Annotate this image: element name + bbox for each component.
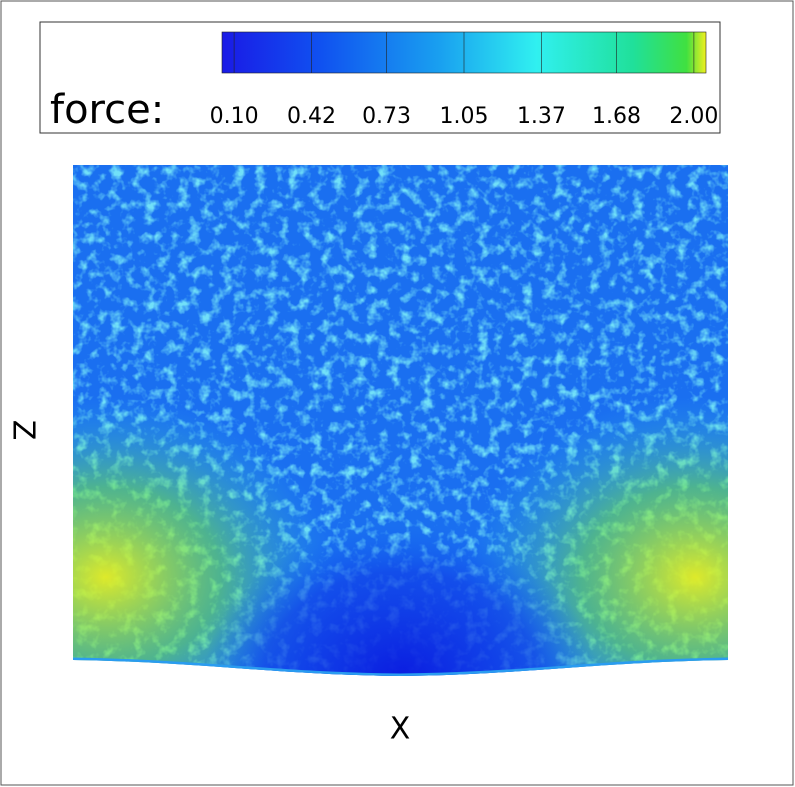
colorbar-tick-label: 1.68 [592, 104, 641, 129]
colorbar-tick-label: 2.00 [669, 104, 718, 129]
colorbar-tick-label: 1.05 [440, 104, 489, 129]
colorbar-tick-label: 0.10 [210, 104, 259, 129]
colorbar-tick-label: 1.37 [517, 104, 566, 129]
colorbar-label: force: [50, 87, 164, 133]
y-axis-label: Z [6, 420, 41, 441]
colorbar-tick-label: 0.42 [287, 104, 336, 129]
x-axis-label: X [390, 712, 411, 747]
force-field [73, 165, 728, 676]
colorbar-tick-label: 0.73 [362, 104, 411, 129]
